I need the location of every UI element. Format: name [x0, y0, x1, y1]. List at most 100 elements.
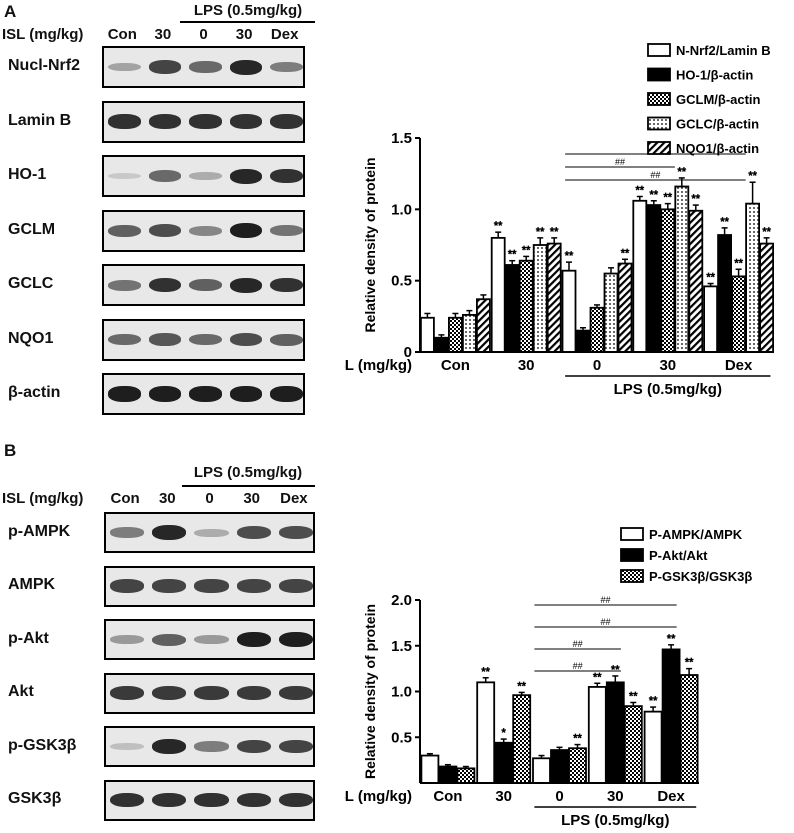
lane-label: 0: [199, 26, 208, 43]
lane-label: Con: [107, 26, 137, 43]
lane-label: 30: [243, 490, 261, 507]
significance-mark: **: [508, 249, 517, 261]
blot-band: [236, 631, 271, 648]
blot-image: [104, 726, 315, 767]
panel-b-isl-header: ISL (mg/kg): [2, 490, 84, 507]
bar: [674, 185, 690, 353]
blot-band: [108, 333, 141, 346]
bar: [420, 316, 435, 353]
legend-swatch: [620, 527, 644, 541]
y-tick-label: 1.5: [391, 130, 412, 147]
blot-image: [102, 46, 305, 88]
blot-band: [189, 61, 222, 73]
bar: [632, 199, 648, 353]
blot-label: GCLM: [8, 220, 56, 238]
blot-band: [189, 114, 222, 129]
blot-band: [229, 168, 263, 184]
legend-label: GCLM/β-actin: [676, 92, 761, 107]
bar: [587, 686, 607, 784]
bar: [512, 694, 532, 784]
blot-band: [110, 686, 145, 700]
chart-b: 0.5 1.0 1.5 2.0 Relative density of protein *…: [344, 527, 752, 829]
significance-mark: **: [650, 189, 659, 201]
blot-band: [278, 631, 313, 648]
y-axis-title: Relative density of protein: [362, 604, 378, 779]
blot-band: [108, 279, 141, 291]
significance-mark: **: [629, 690, 638, 702]
legend-swatch: [647, 92, 671, 106]
x-category-label: Con: [433, 788, 462, 805]
bar: [661, 648, 681, 784]
legend-label: P-Akt/Akt: [649, 548, 708, 563]
blot-band: [236, 579, 271, 593]
legend-label: HO-1/β-actin: [676, 68, 753, 83]
significance-mark: **: [550, 226, 559, 238]
bar: [605, 681, 625, 784]
blot-label: GCLC: [8, 275, 54, 292]
blot-label: AMPK: [8, 576, 56, 593]
blot-band: [270, 225, 303, 236]
significance-mark: **: [748, 170, 757, 182]
blot-band: [152, 633, 187, 646]
bar: [434, 336, 449, 353]
significance-mark: **: [494, 220, 503, 232]
x-category-label: 30: [495, 788, 512, 805]
y-tick-label: 0.5: [391, 729, 412, 746]
y-tick-label: 0: [404, 344, 412, 361]
blot-band: [270, 277, 303, 293]
blot-band: [148, 277, 182, 293]
blot-band: [189, 386, 222, 402]
bar: [546, 242, 562, 353]
group-label: LPS (0.5mg/kg): [561, 812, 669, 829]
significance-mark: **: [734, 257, 743, 269]
significance-mark: **: [678, 166, 687, 178]
x-category-label: Dex: [657, 788, 685, 805]
significance-mark: **: [720, 216, 729, 228]
x-category-label: 0: [593, 357, 601, 374]
blot-band: [108, 62, 141, 72]
blot-band: [148, 333, 182, 346]
chart-a: 0 0.5 1.0 1.5 Relative density of protein ** *…: [344, 43, 775, 398]
bar: [420, 754, 440, 784]
blot-band: [270, 61, 303, 73]
bar: [518, 259, 534, 353]
lane-label: 30: [158, 490, 176, 507]
bar: [568, 747, 587, 784]
lane-label: 0: [205, 490, 214, 507]
x-category-label: 30: [659, 357, 676, 374]
comparison-mark: ##: [615, 157, 625, 167]
blot-image: [102, 264, 305, 306]
bar: [438, 765, 458, 784]
blot-band: [236, 686, 271, 700]
significance-mark: **: [593, 671, 602, 683]
blot-band: [278, 792, 313, 808]
legend-label: NQO1/β-actin: [676, 141, 759, 156]
blot-band: [236, 526, 271, 539]
blot-band: [189, 333, 222, 346]
legend-label: P-GSK3β/GSK3β: [649, 569, 752, 584]
blot-band: [229, 386, 263, 402]
legend-label: GCLC/β-actin: [676, 117, 759, 132]
y-axis-title: Relative density of protein: [362, 157, 378, 332]
lane-label: 30: [235, 26, 253, 43]
significance-mark: **: [692, 193, 701, 205]
blot-image: [102, 209, 305, 252]
x-category-label: 30: [518, 357, 535, 374]
lane-label: Con: [110, 490, 140, 507]
x-prefix-label: ISL (mg/kg): [344, 788, 412, 805]
blot-band: [229, 277, 263, 293]
bar: [759, 242, 775, 353]
significance-mark: **: [762, 226, 771, 238]
blot-band: [110, 635, 145, 644]
blot-label: p-Akt: [8, 629, 49, 647]
blot-label: GSK3β: [8, 790, 62, 807]
blot-band: [148, 114, 182, 129]
blot-band: [270, 386, 303, 402]
significance-mark: **: [636, 184, 645, 196]
x-category-label: 0: [555, 788, 563, 805]
blot-band: [108, 172, 141, 180]
blot-band: [229, 222, 263, 239]
significance-mark: **: [685, 657, 694, 669]
significance-mark: **: [706, 272, 715, 284]
bar: [688, 209, 704, 353]
